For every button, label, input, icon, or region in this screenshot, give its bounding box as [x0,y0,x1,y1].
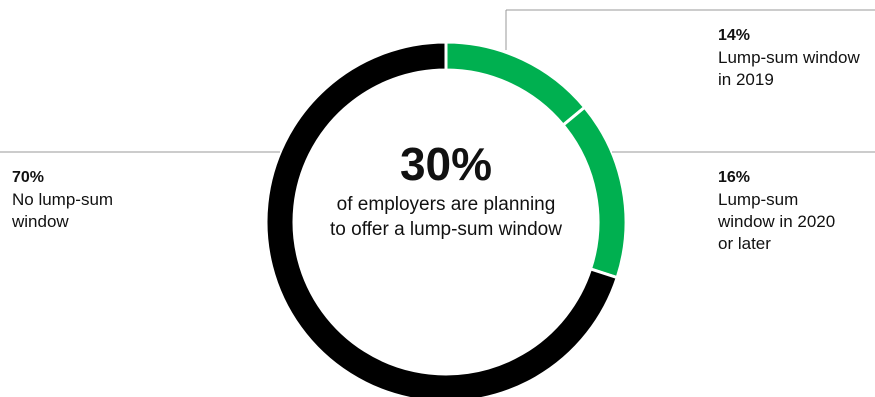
slice-value-no-window: 70% [12,169,45,186]
slice-text-no-window: No lump-sum window [12,190,114,231]
center-caption: of employers are planning to offer a lum… [330,194,562,240]
donut-slice-1 [561,105,628,280]
donut-center: 30% of employers are planning to offer a… [330,138,562,242]
slice-label-2019: 14% Lump-sum window in 2019 [718,25,873,91]
donut-slices [264,40,628,397]
slice-value-2020: 16% [718,169,751,186]
slice-value-2019: 14% [718,27,751,44]
donut-slice-2 [264,40,620,397]
slice-label-no-window: 70% No lump-sum window [12,167,162,233]
slice-text-2019: Lump-sum window in 2019 [718,48,860,89]
donut-slice-0 [444,40,587,128]
slice-text-2020: Lump-sum window in 2020 or later [718,190,836,253]
slice-label-2020: 16% Lump-sum window in 2020 or later [718,167,848,255]
center-percentage: 30% [399,138,493,190]
